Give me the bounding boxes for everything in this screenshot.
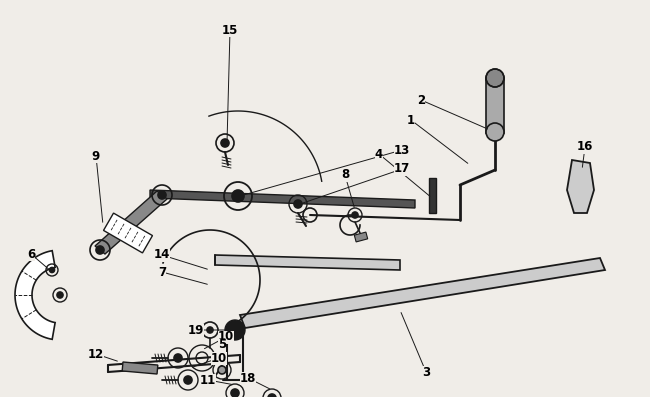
Text: 17: 17 [394, 162, 410, 175]
Text: 14: 14 [154, 249, 170, 262]
Polygon shape [150, 190, 415, 208]
Circle shape [96, 246, 104, 254]
Circle shape [207, 327, 213, 333]
Circle shape [221, 139, 229, 147]
Polygon shape [15, 251, 55, 339]
Circle shape [352, 212, 358, 218]
Bar [122, 362, 158, 374]
Polygon shape [215, 255, 400, 270]
Circle shape [49, 268, 55, 272]
Text: 19: 19 [188, 324, 204, 337]
Text: 10: 10 [218, 330, 234, 343]
Text: 10: 10 [211, 351, 227, 364]
Circle shape [268, 394, 276, 397]
Polygon shape [567, 160, 594, 213]
Bar [428, 177, 436, 212]
Circle shape [231, 389, 239, 397]
Text: 8: 8 [341, 168, 349, 181]
Circle shape [486, 123, 504, 141]
Polygon shape [240, 258, 605, 328]
Polygon shape [95, 191, 167, 254]
Bar [103, 213, 153, 253]
Text: 13: 13 [394, 143, 410, 156]
Circle shape [225, 320, 245, 340]
Text: 12: 12 [88, 347, 104, 360]
Text: 9: 9 [92, 150, 100, 162]
Text: 7: 7 [158, 266, 166, 279]
Text: 4: 4 [375, 148, 383, 160]
Text: 3: 3 [422, 366, 430, 378]
Bar [486, 77, 504, 133]
Text: 2: 2 [417, 94, 425, 106]
Bar [354, 232, 368, 242]
Text: 6: 6 [27, 247, 35, 260]
Circle shape [486, 69, 504, 87]
Text: 15: 15 [222, 23, 238, 37]
Text: 5: 5 [218, 339, 226, 351]
Circle shape [158, 191, 166, 199]
Circle shape [174, 354, 182, 362]
Circle shape [218, 366, 226, 374]
Circle shape [184, 376, 192, 384]
Circle shape [232, 190, 244, 202]
Text: 11: 11 [200, 374, 216, 387]
Circle shape [57, 292, 63, 298]
Circle shape [294, 200, 302, 208]
Text: 18: 18 [240, 372, 256, 385]
Text: 16: 16 [577, 141, 593, 154]
Text: 1: 1 [407, 114, 415, 127]
